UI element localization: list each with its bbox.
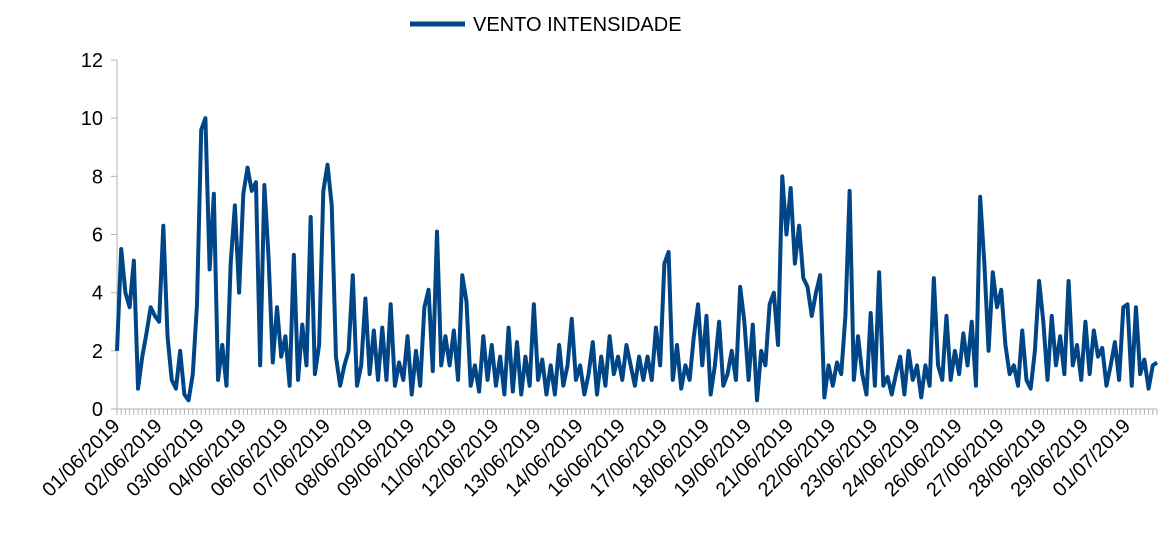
y-tick-label: 10 — [81, 108, 103, 130]
legend-label: VENTO INTENSIDADE — [473, 14, 682, 36]
y-tick-label: 12 — [81, 50, 103, 72]
line-series — [115, 116, 1159, 403]
y-tick-label: 2 — [92, 341, 103, 363]
y-tick-label: 0 — [92, 399, 103, 421]
y-tick-label: 8 — [92, 166, 103, 188]
y-tick-label: 6 — [92, 225, 103, 247]
y-tick-label: 4 — [92, 283, 103, 305]
